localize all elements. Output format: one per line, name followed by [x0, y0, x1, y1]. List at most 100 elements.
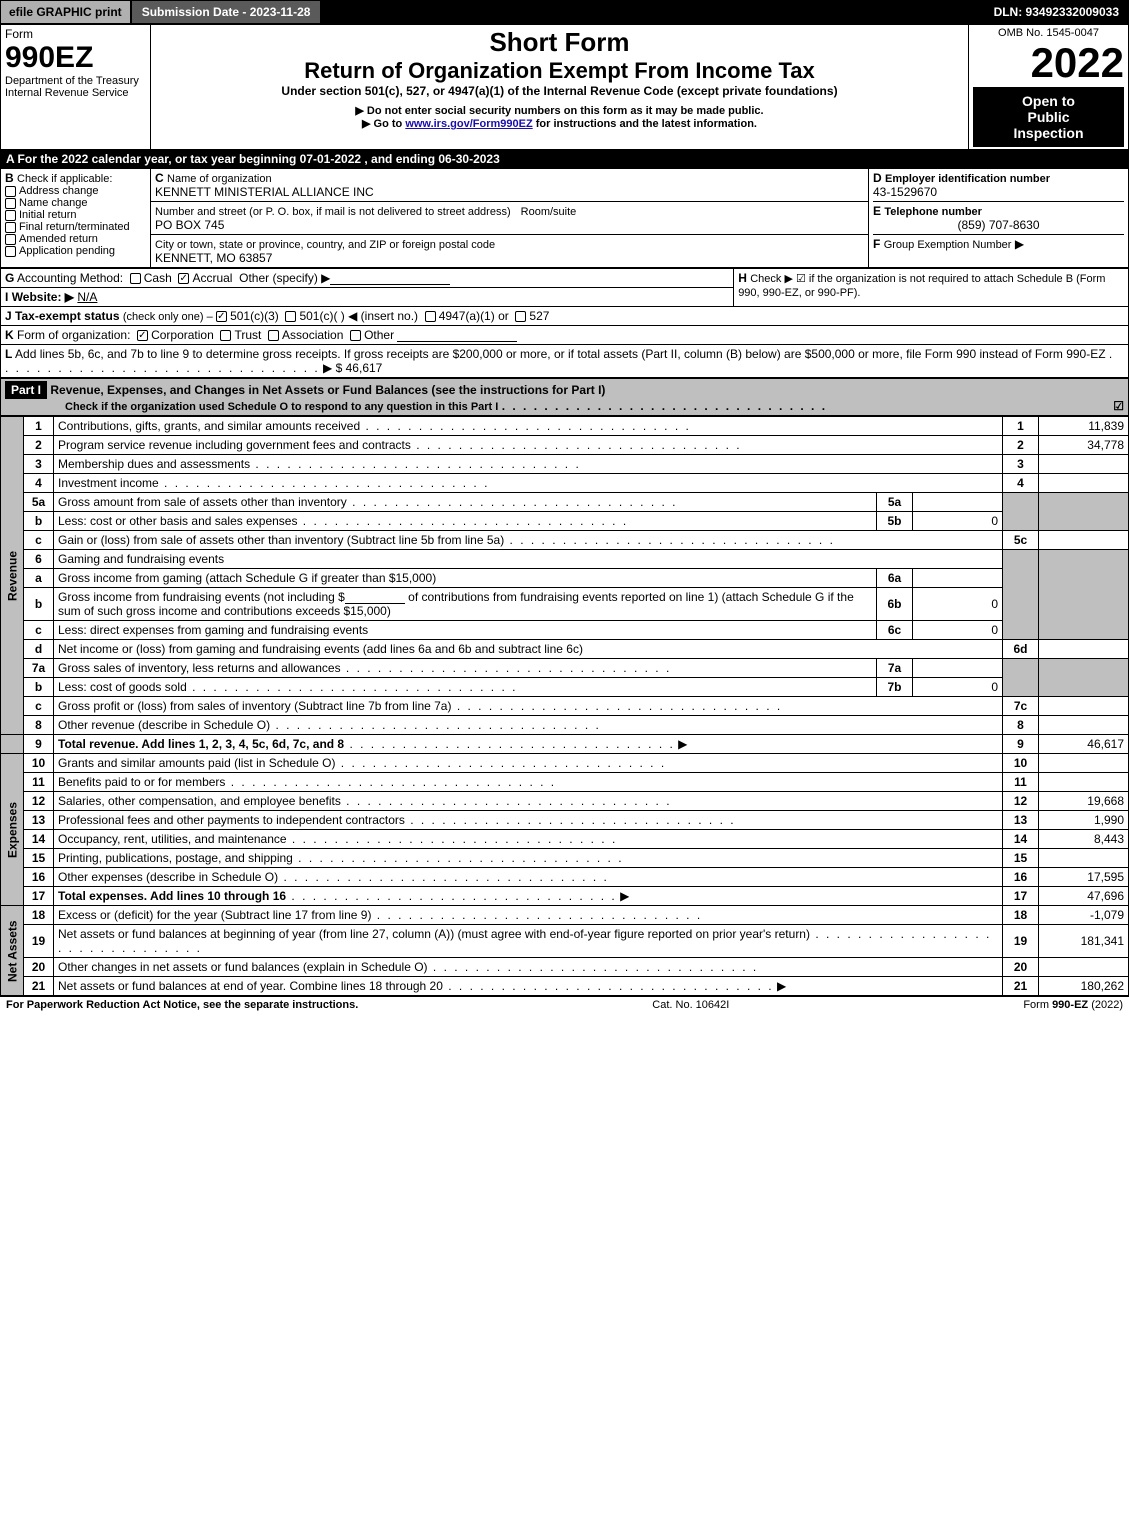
ln3-desc: Membership dues and assessments — [58, 457, 250, 471]
501c-lbl: 501(c)( ) ◀ (insert no.) — [299, 309, 418, 323]
open-line3: Inspection — [979, 125, 1118, 141]
ln5a-desc: Gross amount from sale of assets other t… — [58, 495, 347, 509]
ln7c-ref: 7c — [1003, 697, 1039, 716]
efile-print-button[interactable]: efile GRAPHIC print — [0, 0, 131, 24]
footer-right: Form 990-EZ (2022) — [1023, 999, 1123, 1011]
ln6c-subref: 6c — [877, 621, 913, 640]
ln15-desc: Printing, publications, postage, and shi… — [58, 851, 293, 865]
ln5a-subref: 5a — [877, 493, 913, 512]
chk-association[interactable] — [268, 330, 279, 341]
ln11-ref: 11 — [1003, 773, 1039, 792]
ein-value: 43-1529670 — [873, 185, 1124, 199]
ln3-amt — [1039, 455, 1129, 474]
ln17-amt: 47,696 — [1039, 887, 1129, 906]
website-value: N/A — [77, 290, 97, 304]
gross-receipts-amount: $ 46,617 — [336, 361, 383, 375]
section-e-label: E — [873, 204, 881, 218]
chk-other-org[interactable] — [350, 330, 361, 341]
ln17-ref: 17 — [1003, 887, 1039, 906]
chk-501c3[interactable] — [216, 311, 227, 322]
city-label: City or town, state or province, country… — [155, 239, 495, 251]
chk-trust[interactable] — [220, 330, 231, 341]
ln8-ref: 8 — [1003, 716, 1039, 735]
ln2-ref: 2 — [1003, 436, 1039, 455]
chk-name-change[interactable]: Name change — [5, 197, 146, 209]
ln9-num: 9 — [24, 735, 54, 754]
ln3-num: 3 — [24, 455, 54, 474]
chk-corporation[interactable] — [137, 330, 148, 341]
other-method-input[interactable] — [330, 273, 450, 285]
chk-cash[interactable] — [130, 273, 141, 284]
other-method-lbl: Other (specify) ▶ — [239, 271, 330, 285]
ln13-amt: 1,990 — [1039, 811, 1129, 830]
section-j-label: J — [5, 309, 12, 323]
chk-application-pending[interactable]: Application pending — [5, 245, 146, 257]
ln8-amt — [1039, 716, 1129, 735]
ln19-num: 19 — [24, 925, 54, 958]
addr-value: PO BOX 745 — [155, 218, 224, 232]
ln2-desc: Program service revenue including govern… — [58, 438, 411, 452]
section-f-label: F — [873, 237, 880, 251]
ln20-amt — [1039, 958, 1129, 977]
ln18-ref: 18 — [1003, 906, 1039, 925]
ln6c-num: c — [24, 621, 54, 640]
other-org-input[interactable] — [397, 330, 517, 342]
ln1-desc: Contributions, gifts, grants, and simila… — [58, 419, 360, 433]
ln21-num: 21 — [24, 977, 54, 996]
ln7b-num: b — [24, 678, 54, 697]
chk-initial-return[interactable]: Initial return — [5, 209, 146, 221]
ln4-num: 4 — [24, 474, 54, 493]
ln10-num: 10 — [24, 754, 54, 773]
chk-527[interactable] — [515, 311, 526, 322]
goto-link[interactable]: www.irs.gov/Form990EZ — [405, 118, 532, 130]
tax-year: 2022 — [973, 39, 1124, 87]
org-name-label: Name of organization — [167, 173, 272, 185]
chk-accrual[interactable] — [178, 273, 189, 284]
open-line1: Open to — [979, 93, 1118, 109]
section-g-label: G — [5, 271, 14, 285]
ln16-desc: Other expenses (describe in Schedule O) — [58, 870, 278, 884]
ln12-amt: 19,668 — [1039, 792, 1129, 811]
ln5b-desc: Less: cost or other basis and sales expe… — [58, 514, 297, 528]
goto-pre: ▶ Go to — [362, 118, 405, 130]
ln6b-blank[interactable] — [345, 592, 405, 604]
ln9-arrow: ▶ — [678, 737, 687, 751]
chk-initial-return-lbl: Initial return — [19, 209, 76, 221]
ln1-ref: 1 — [1003, 417, 1039, 436]
group-exemption-arrow: ▶ — [1015, 237, 1024, 251]
ln21-amt: 180,262 — [1039, 977, 1129, 996]
gross-receipts-text: Add lines 5b, 6c, and 7b to line 9 to de… — [15, 347, 1106, 361]
ln7b-subref: 7b — [877, 678, 913, 697]
submission-date-pill: Submission Date - 2023-11-28 — [131, 0, 322, 24]
ln6d-ref: 6d — [1003, 640, 1039, 659]
open-line2: Public — [979, 109, 1118, 125]
ln6a-subref: 6a — [877, 569, 913, 588]
chk-4947[interactable] — [425, 311, 436, 322]
ln7c-desc: Gross profit or (loss) from sales of inv… — [58, 699, 451, 713]
ln7b-subamt: 0 — [913, 678, 1003, 697]
chk-address-change[interactable]: Address change — [5, 185, 146, 197]
form-number: 990EZ — [5, 41, 146, 75]
chk-final-return-lbl: Final return/terminated — [19, 221, 130, 233]
ln11-num: 11 — [24, 773, 54, 792]
chk-501c[interactable] — [285, 311, 296, 322]
ln21-desc: Net assets or fund balances at end of ye… — [58, 979, 443, 993]
ln13-num: 13 — [24, 811, 54, 830]
chk-amended-return[interactable]: Amended return — [5, 233, 146, 245]
ln20-desc: Other changes in net assets or fund bala… — [58, 960, 428, 974]
chk-final-return[interactable]: Final return/terminated — [5, 221, 146, 233]
ln5c-ref: 5c — [1003, 531, 1039, 550]
chk-application-pending-lbl: Application pending — [19, 245, 115, 257]
ln18-num: 18 — [24, 906, 54, 925]
ln1-amt: 11,839 — [1039, 417, 1129, 436]
ln3-ref: 3 — [1003, 455, 1039, 474]
page-footer: For Paperwork Reduction Act Notice, see … — [0, 996, 1129, 1013]
assoc-lbl: Association — [282, 328, 343, 342]
ln6b-subref: 6b — [877, 588, 913, 621]
ln14-num: 14 — [24, 830, 54, 849]
ln15-ref: 15 — [1003, 849, 1039, 868]
ln19-desc: Net assets or fund balances at beginning… — [58, 927, 810, 941]
ln12-desc: Salaries, other compensation, and employ… — [58, 794, 341, 808]
ln5b-subamt: 0 — [913, 512, 1003, 531]
ln8-num: 8 — [24, 716, 54, 735]
